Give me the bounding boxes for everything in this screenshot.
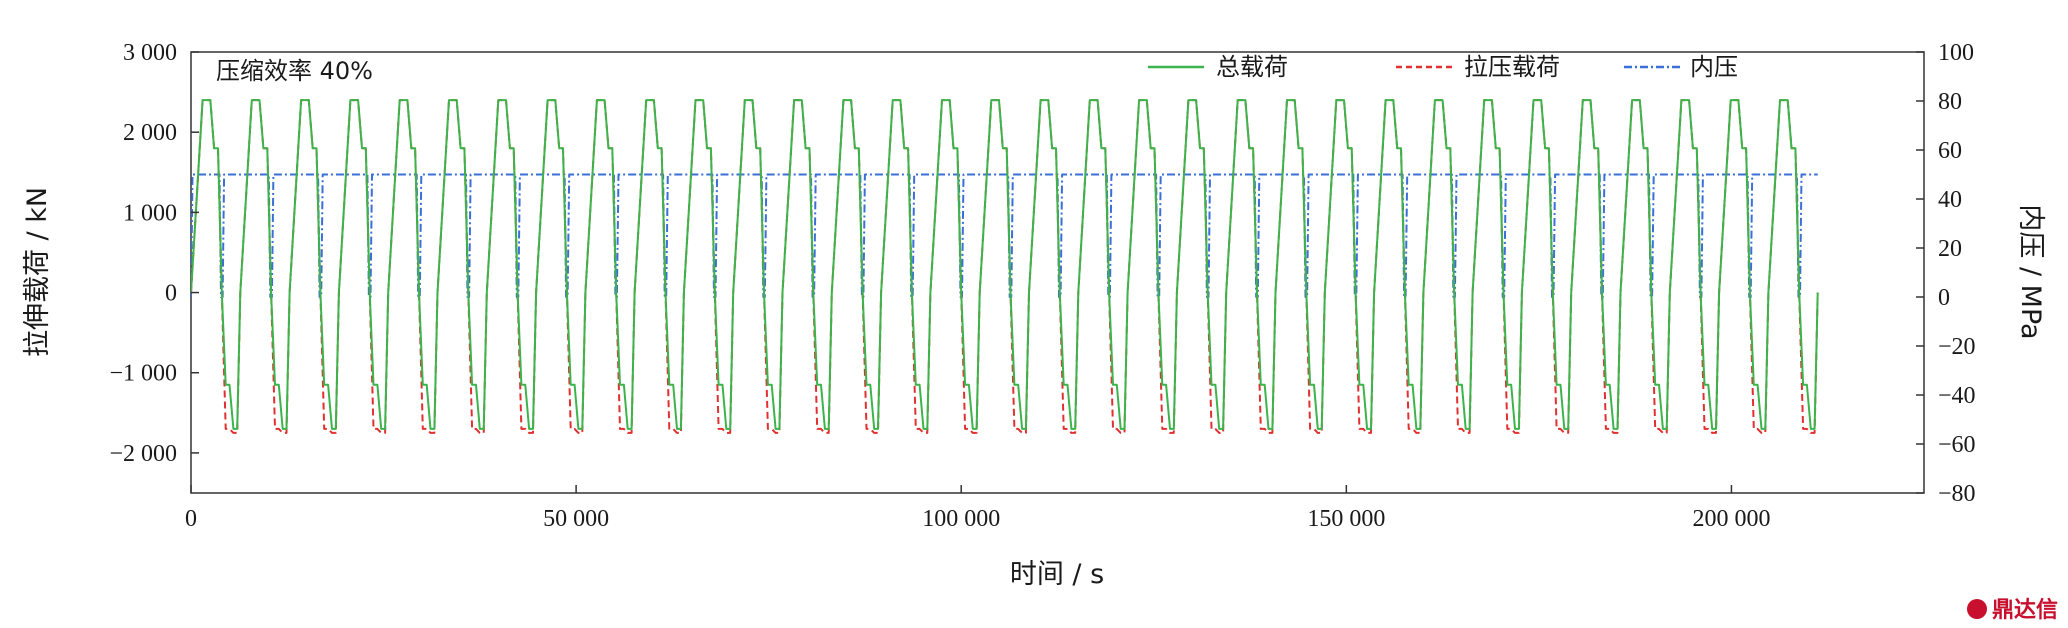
x-tick-label: 200 000 [1692, 506, 1770, 532]
watermark: 鼎达信 [1967, 597, 2058, 623]
x-tick-label: 0 [185, 506, 197, 532]
legend-label-total-load: 总载荷 [1216, 53, 1288, 81]
plot-frame [190, 51, 1925, 494]
y-right-tick-label: 40 [1938, 187, 1962, 213]
y-right-tick-label: 0 [1938, 285, 1950, 311]
y-left-tick-label: −1 000 [109, 361, 177, 387]
legend: 总载荷 拉压载荷 内压 [1148, 53, 1738, 81]
y-right-tick-label: 100 [1938, 40, 1974, 66]
y-left-tick-label: 0 [165, 281, 177, 307]
y-left-tick-label: 2 000 [123, 120, 177, 146]
y-right-tick-label: −40 [1938, 383, 1976, 409]
series-layer [191, 99, 1819, 434]
y-right-tick-label: −20 [1938, 334, 1976, 360]
x-axis-title: 时间 / s [1010, 559, 1104, 590]
y-right-tick-label: −60 [1938, 432, 1976, 458]
y-axis-left-title: 拉伸载荷 / kN [22, 187, 53, 357]
legend-label-tension-compression: 拉压载荷 [1464, 53, 1560, 81]
y-left-tick-label: 3 000 [123, 40, 177, 66]
y-left-tick-label: 1 000 [123, 200, 177, 226]
y-right-tick-label: 20 [1938, 236, 1962, 262]
watermark-text: 鼎达信 [1992, 597, 2058, 623]
legend-label-internal-pressure: 内压 [1690, 53, 1738, 81]
x-tick-label: 100 000 [922, 506, 1000, 532]
y-right-tick-label: 60 [1938, 138, 1962, 164]
y-right-tick-label: −80 [1938, 481, 1976, 507]
ticks-layer: 0 50 000 100 000 150 000 200 000 3 000 2 000 1 … [109, 40, 1975, 532]
x-tick-label: 150 000 [1307, 506, 1385, 532]
series-line-total-load [191, 99, 1819, 430]
y-axis-right-title: 内压 / MPa [2015, 204, 2046, 339]
y-left-tick-label: −2 000 [109, 441, 177, 467]
y-right-tick-label: 80 [1938, 89, 1962, 115]
x-tick-label: 50 000 [543, 506, 609, 532]
watermark-logo-icon [1967, 599, 1987, 619]
annotation-text: 压缩效率 40% [216, 57, 373, 85]
